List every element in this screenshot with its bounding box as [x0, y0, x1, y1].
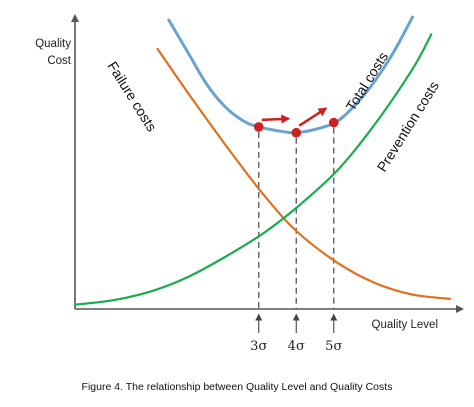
y-axis-label-line2: Cost: [47, 55, 71, 67]
series-label-total-costs: Total costs: [342, 49, 391, 114]
improvement-arrow-2: [298, 107, 328, 127]
chart-axes: [71, 14, 464, 313]
series-line-failure-costs: [156, 47, 452, 300]
sigma-label-1: 3σ: [250, 339, 267, 354]
series-line-total-costs: [167, 15, 414, 135]
series-label-failure-costs: Failure costs: [104, 58, 160, 134]
y-axis-label-line1: Quality: [35, 38, 71, 50]
improvement-arrow-1: [261, 114, 291, 124]
series-line-prevention-costs: [73, 33, 433, 306]
series-label-prevention-costs: Prevention costs: [374, 78, 442, 174]
sigma-point-3: [328, 117, 339, 128]
sigma-points-layer: [253, 107, 339, 138]
sigma-guide-layer: 3σ 4σ 5σ: [250, 127, 342, 354]
sigma-label-2: 4σ: [288, 339, 305, 354]
figure-caption: Figure 4. The relationship between Quali…: [82, 381, 393, 393]
sigma-point-2: [291, 127, 302, 138]
sigma-point-1: [253, 122, 264, 132]
sigma-label-3: 5σ: [325, 339, 342, 354]
cost-curves-layer: [73, 15, 452, 306]
x-axis-label: Quality Level: [372, 319, 438, 331]
